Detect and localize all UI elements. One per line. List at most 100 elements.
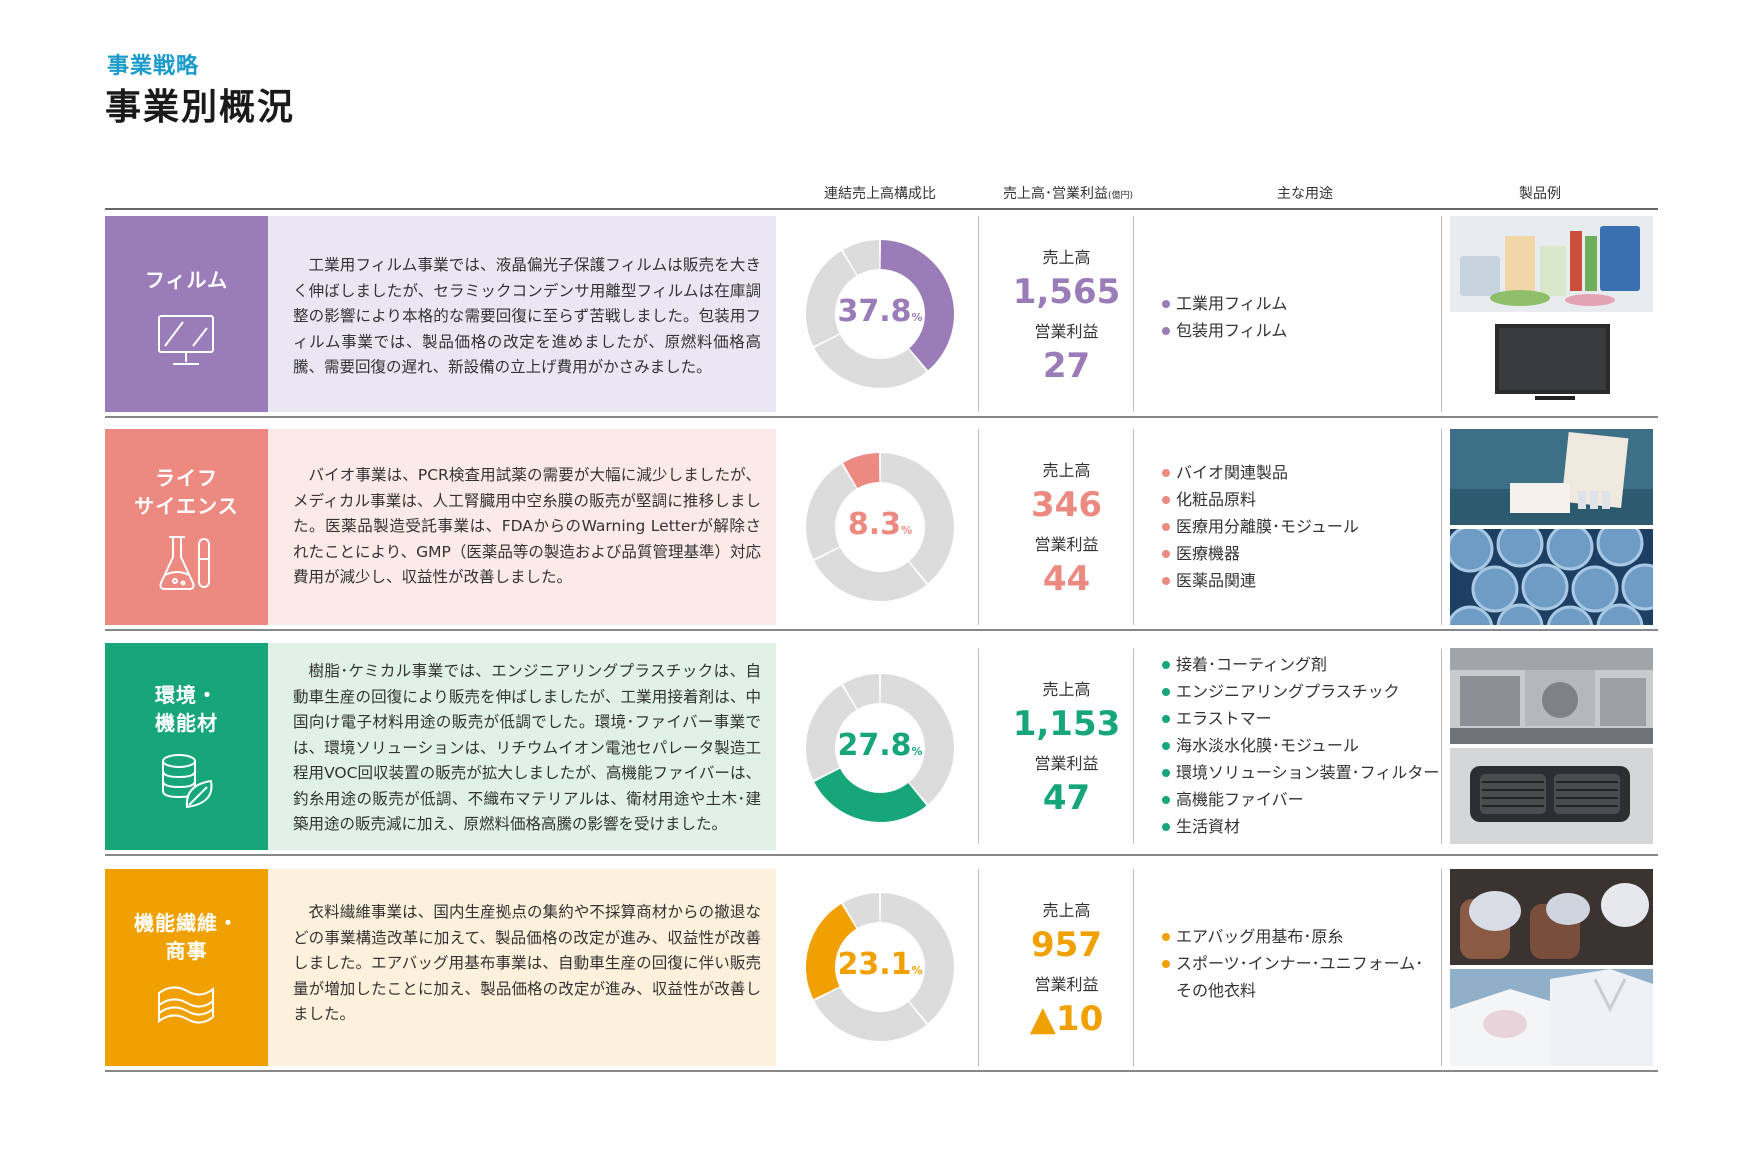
donut-slice (842, 674, 880, 710)
column-divider (1133, 216, 1134, 412)
share-donut (795, 229, 965, 399)
column-divider (1133, 869, 1134, 1066)
shirts-photo (1450, 969, 1653, 1066)
sales-profit-figures: 売上高 1,153 営業利益 47 (985, 678, 1148, 820)
segment-label-box: フィルム (105, 216, 268, 412)
donut-slice (842, 893, 880, 929)
share-donut (795, 663, 965, 833)
column-divider (1441, 869, 1442, 1066)
monitor-icon (153, 308, 219, 374)
television-photo (1450, 316, 1653, 412)
airbag-photo (1450, 869, 1653, 965)
header-rule (105, 208, 1658, 210)
package-products-photo (1450, 216, 1653, 312)
sales-profit-figures: 売上高 1,565 営業利益 27 (985, 246, 1148, 388)
share-value: 8.3 (847, 507, 902, 542)
use-item: 包装用フィルム (1160, 317, 1287, 344)
segment-description: 樹脂･ケミカル事業では、エンジニアリングプラスチックは、自動車生産の回復により販… (293, 662, 761, 833)
column-divider (1441, 216, 1442, 412)
column-divider (978, 216, 979, 412)
use-item: 医薬品関連 (1160, 567, 1359, 594)
sales-label: 売上高 (1042, 901, 1091, 920)
segment-description-box: 樹脂･ケミカル事業では、エンジニアリングプラスチックは、自動車生産の回復により販… (268, 643, 776, 850)
column-header-uses: 主な用途 (1277, 186, 1333, 202)
profit-value: 47 (1042, 778, 1091, 818)
sales-profit-figures: 売上高 957 営業利益 ▲10 (985, 899, 1148, 1041)
segment-row-environment: 環境・ 機能材 樹脂･ケミカル事業では、エンジニアリングプラスチックは、自動車生… (105, 643, 1658, 856)
share-unit: % (911, 311, 923, 324)
share-value: 27.8 (837, 728, 912, 763)
column-divider (1133, 649, 1134, 844)
column-header-sales-profit: 売上高･営業利益(億円) (983, 183, 1153, 203)
column-header-sales-profit-label: 売上高･営業利益 (1002, 186, 1108, 202)
segment-description: 工業用フィルム事業では、液晶偏光子保護フィルムは販売を大きく伸ばしましたが、セラ… (293, 256, 761, 376)
donut-slice (880, 893, 954, 1024)
segment-row-film: フィルム 工業用フィルム事業では、液晶偏光子保護フィルムは販売を大きく伸ばしまし… (105, 216, 1658, 418)
page-title: 事業別概況 (105, 87, 296, 128)
segment-name-line-2: 機能材 (155, 711, 218, 735)
uses-list: 接着･コーティング剤 エンジニアリングプラスチック エラストマー 海水淡水化膜･… (1160, 651, 1439, 840)
use-item: エラストマー (1160, 705, 1439, 732)
sales-label: 売上高 (1042, 248, 1091, 267)
column-divider (978, 429, 979, 625)
donut-slice (814, 987, 927, 1041)
segment-description: バイオ事業は、PCR検査用試薬の需要が大幅に減少しましたが、メディカル事業は、人… (293, 466, 761, 586)
use-item: 医療用分離膜･モジュール (1160, 513, 1359, 540)
use-item: スポーツ･インナー･ユニフォーム･ (1160, 950, 1423, 977)
donut-slice (806, 684, 857, 781)
sales-value: 1,153 (1012, 704, 1121, 744)
segment-label-box: 環境・ 機能材 (105, 643, 268, 850)
donut-slice (880, 674, 954, 805)
sales-label: 売上高 (1042, 461, 1091, 480)
column-divider (978, 869, 979, 1066)
column-divider (1133, 429, 1134, 625)
profit-label: 営業利益 (1034, 975, 1099, 994)
column-header-products: 製品例 (1519, 186, 1561, 202)
donut-slice (814, 768, 927, 822)
segment-row-life-science: ライフ サイエンス バイオ事業は、PCR検査用試薬の需要が大幅に減少しましたが、… (105, 429, 1658, 631)
uses-list: バイオ関連製品 化粧品原料 医療用分離膜･モジュール 医療機器 医薬品関連 (1160, 459, 1359, 594)
share-value: 23.1 (837, 947, 912, 982)
segment-name-line-2: 商事 (165, 939, 208, 963)
use-item: エンジニアリングプラスチック (1160, 678, 1439, 705)
reagent-kit-photo (1450, 429, 1653, 525)
segment-label-box: ライフ サイエンス (105, 429, 268, 625)
share-percentage: 27.8% (795, 728, 965, 763)
use-item: 環境ソリューション装置･フィルター (1160, 759, 1439, 786)
profit-label: 営業利益 (1034, 535, 1099, 554)
share-donut (795, 882, 965, 1052)
donut-chart (806, 674, 954, 822)
column-divider (1441, 429, 1442, 625)
profit-label: 営業利益 (1034, 322, 1099, 341)
profit-label: 営業利益 (1034, 754, 1099, 773)
segment-name-line-1: 機能繊維・ (134, 911, 239, 935)
sales-value: 346 (1031, 485, 1102, 525)
uses-list: エアバッグ用基布･原糸 スポーツ･インナー･ユニフォーム･ その他衣料 (1160, 923, 1423, 1004)
share-value: 37.8 (837, 294, 912, 329)
profit-value: 44 (1042, 559, 1091, 599)
donut-chart (806, 453, 954, 601)
donut-chart (806, 893, 954, 1041)
car-vent-photo (1450, 748, 1653, 844)
plant-equipment-photo (1450, 648, 1653, 744)
column-header-ratio: 連結売上高構成比 (824, 186, 936, 202)
use-item: エアバッグ用基布･原糸 (1160, 923, 1423, 950)
row-rule (105, 629, 1658, 631)
share-unit: % (901, 524, 913, 537)
column-header-unit: (億円) (1107, 191, 1134, 201)
profit-value: 27 (1042, 346, 1091, 386)
use-item: 医療機器 (1160, 540, 1359, 567)
leaf-coin-icon (153, 747, 219, 813)
share-unit: % (911, 745, 923, 758)
segment-name-line-2: サイエンス (134, 494, 239, 518)
share-percentage: 23.1% (795, 947, 965, 982)
row-rule (105, 854, 1658, 856)
hollow-fiber-photo (1450, 529, 1653, 625)
use-item-continued: その他衣料 (1176, 981, 1257, 1000)
fabric-icon (153, 969, 219, 1035)
share-donut (795, 442, 965, 612)
row-rule (105, 1070, 1658, 1072)
use-item: 生活資材 (1160, 813, 1439, 840)
sales-label: 売上高 (1042, 680, 1091, 699)
segment-name-line-1: 環境・ (155, 683, 218, 707)
